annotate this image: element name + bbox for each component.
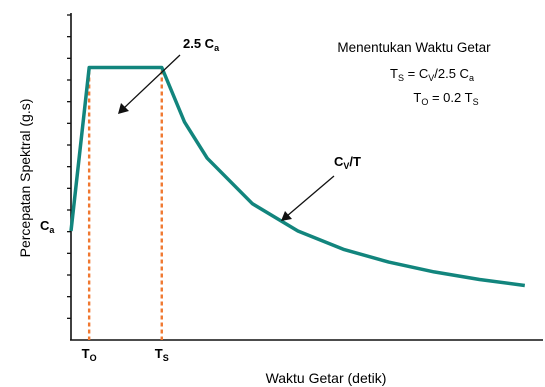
spectrum-curve bbox=[69, 65, 526, 288]
reference-lines bbox=[87, 70, 163, 340]
annotation-decay: CV/T bbox=[281, 154, 361, 221]
note-title: Menentukan Waktu Getar bbox=[337, 40, 491, 55]
note-equation-2: TO = 0.2 TS bbox=[413, 90, 478, 107]
y-axis-title: Percepatan Spektral (g.s) bbox=[17, 99, 33, 258]
annotation-peak-arrowhead bbox=[118, 103, 129, 114]
annotation-decay-arrowhead bbox=[281, 211, 292, 221]
y-tick-label: Ca bbox=[40, 218, 55, 235]
annotation-peak: 2.5 Ca bbox=[118, 36, 220, 114]
x-axis-title: Waktu Getar (detik) bbox=[266, 370, 387, 386]
x-tick-labels: TO TS bbox=[82, 346, 169, 363]
annotation-peak-label: 2.5 Ca bbox=[183, 36, 220, 53]
annotation-decay-arrow bbox=[286, 175, 335, 217]
x-tick-label: TS bbox=[155, 346, 169, 363]
x-tick-label: TO bbox=[82, 346, 97, 363]
annotation-decay-label: CV/T bbox=[334, 154, 361, 171]
y-tick-labels: Ca bbox=[40, 218, 55, 235]
note-block: Menentukan Waktu Getar TS = CV/2.5 Ca TO… bbox=[337, 40, 491, 107]
note-equation-1: TS = CV/2.5 Ca bbox=[390, 66, 474, 83]
annotation-peak-arrow bbox=[123, 54, 181, 109]
